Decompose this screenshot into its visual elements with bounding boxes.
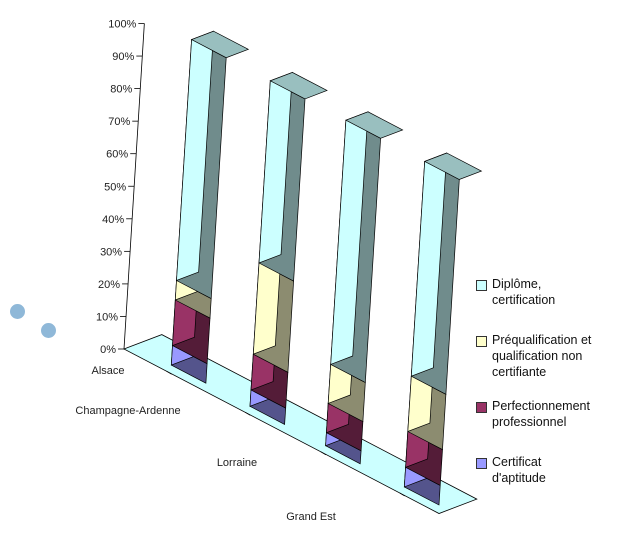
- legend-label: Diplôme, certification: [492, 277, 556, 307]
- y-tick-label: 100%: [108, 19, 136, 31]
- floor: [123, 334, 478, 514]
- decorative-dot-2: [41, 323, 56, 338]
- x-tick-mark: [320, 451, 327, 456]
- bar-top: [269, 72, 328, 100]
- legend-item: Certificat d'aptitude: [476, 454, 614, 486]
- y-tick-label: 0%: [100, 344, 116, 356]
- y-tick-label: 20%: [98, 279, 120, 291]
- x-tick-mark: [166, 370, 172, 375]
- legend-swatch: [476, 280, 487, 291]
- x-tick-mark: [399, 492, 405, 497]
- x-tick-label: Lorraine: [217, 457, 257, 469]
- y-tick-label: 70%: [108, 116, 130, 128]
- x-tick-mark: [245, 411, 251, 416]
- x-tick-label: Alsace: [91, 365, 124, 377]
- legend-item: Perfectionnement professionnel: [476, 398, 614, 430]
- y-tick-label: 80%: [110, 84, 132, 96]
- x-tick-label: Champagne-Ardenne: [75, 405, 180, 417]
- legend-item: Diplôme, certification: [476, 276, 614, 308]
- y-tick-label: 90%: [112, 51, 134, 63]
- bar-top: [345, 111, 404, 139]
- y-tick-label: 50%: [104, 181, 126, 193]
- bar-top: [190, 30, 250, 59]
- y-tick-label: 60%: [106, 149, 128, 161]
- y-tick-label: 10%: [96, 311, 118, 323]
- legend-label: Préqualification et qualification non ce…: [492, 333, 592, 379]
- legend-item: Préqualification et qualification non ce…: [476, 332, 614, 380]
- legend-label: Perfectionnement professionnel: [492, 399, 590, 429]
- legend-swatch: [476, 336, 487, 347]
- x-tick-label: Grand Est: [286, 511, 336, 523]
- decorative-dot-1: [10, 304, 25, 319]
- legend: Diplôme, certification Préqualification e…: [476, 276, 614, 486]
- y-tick-label: 30%: [100, 246, 122, 258]
- legend-label: Certificat d'aptitude: [492, 455, 546, 485]
- bar-top: [423, 152, 483, 180]
- legend-swatch: [476, 402, 487, 413]
- y-tick-label: 40%: [102, 214, 124, 226]
- legend-swatch: [476, 458, 487, 469]
